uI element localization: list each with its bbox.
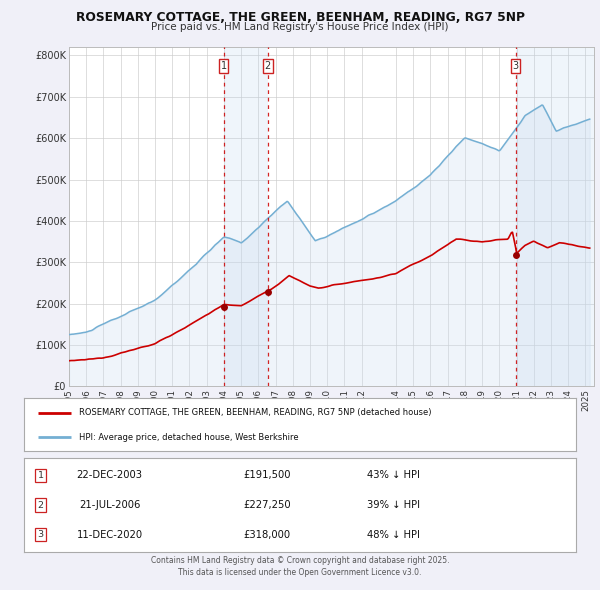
Bar	[224, 47, 268, 386]
Text: 3: 3	[512, 61, 519, 71]
Text: ROSEMARY COTTAGE, THE GREEN, BEENHAM, READING, RG7 5NP (detached house): ROSEMARY COTTAGE, THE GREEN, BEENHAM, RE…	[79, 408, 432, 417]
Text: 43% ↓ HPI: 43% ↓ HPI	[367, 470, 420, 480]
Text: Price paid vs. HM Land Registry's House Price Index (HPI): Price paid vs. HM Land Registry's House …	[151, 22, 449, 32]
Text: 22-DEC-2003: 22-DEC-2003	[77, 470, 143, 480]
Text: £191,500: £191,500	[243, 470, 290, 480]
Text: ROSEMARY COTTAGE, THE GREEN, BEENHAM, READING, RG7 5NP: ROSEMARY COTTAGE, THE GREEN, BEENHAM, RE…	[76, 11, 524, 24]
Text: 2: 2	[265, 61, 271, 71]
Text: 2: 2	[38, 500, 44, 510]
Text: 48% ↓ HPI: 48% ↓ HPI	[367, 530, 420, 540]
Text: £318,000: £318,000	[244, 530, 290, 540]
Text: 3: 3	[37, 530, 44, 539]
Text: HPI: Average price, detached house, West Berkshire: HPI: Average price, detached house, West…	[79, 432, 299, 441]
Text: 1: 1	[38, 471, 44, 480]
Text: Contains HM Land Registry data © Crown copyright and database right 2025.
This d: Contains HM Land Registry data © Crown c…	[151, 556, 449, 576]
Text: 1: 1	[221, 61, 227, 71]
Text: 21-JUL-2006: 21-JUL-2006	[79, 500, 140, 510]
Text: £227,250: £227,250	[243, 500, 290, 510]
Text: 39% ↓ HPI: 39% ↓ HPI	[367, 500, 421, 510]
Text: 11-DEC-2020: 11-DEC-2020	[76, 530, 143, 540]
Bar	[515, 47, 594, 386]
